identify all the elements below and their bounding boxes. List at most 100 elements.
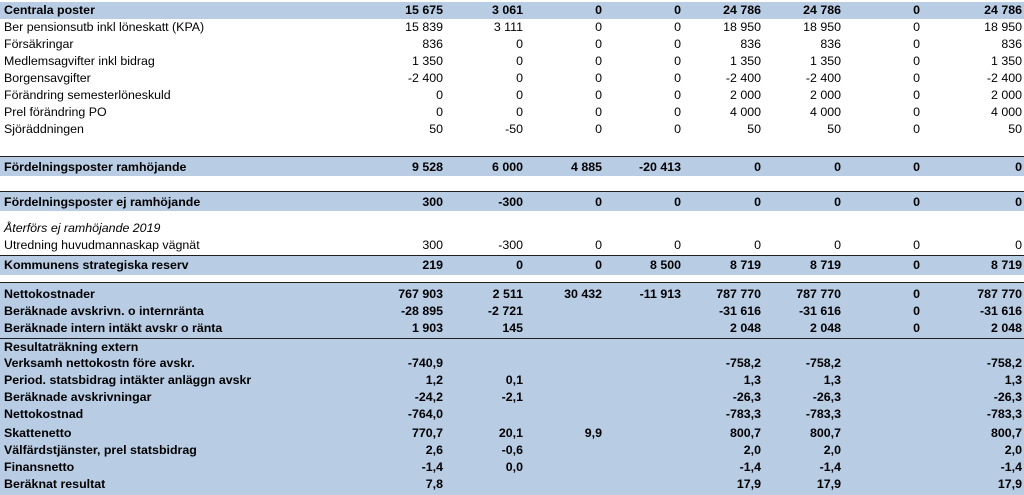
cell: 2 048: [809, 321, 841, 335]
cell: 0: [754, 238, 761, 252]
cell: 0: [595, 20, 602, 34]
row-label: Verksamh nettokostn före avskr.: [4, 356, 195, 370]
cell: 2,0: [823, 443, 841, 457]
cell: 0: [754, 160, 761, 174]
cell: 2 000: [809, 88, 841, 102]
cell: 1 903: [411, 321, 443, 335]
cell: 0: [913, 258, 920, 272]
cell: 0: [913, 20, 920, 34]
cell: 0,1: [505, 373, 523, 387]
cell: -24,2: [414, 390, 443, 404]
cell: 0: [674, 88, 681, 102]
row-label: Period. statsbidrag intäkter anläggn avs…: [4, 373, 252, 387]
row-label: Fördelningsposter ramhöjande: [4, 160, 187, 174]
cell: 0: [595, 258, 602, 272]
cell: -758,2: [725, 356, 761, 370]
cell: 0: [674, 37, 681, 51]
row-label: Beräknat resultat: [4, 477, 106, 491]
cell: 18 950: [984, 20, 1022, 34]
cell: 0: [595, 37, 602, 51]
cell: 20,1: [498, 426, 523, 440]
cell: 836: [422, 37, 443, 51]
table-row: Centrala poster 15 675 3 061 0 0 24 786 …: [0, 2, 1024, 19]
row-label: Sjöräddningen: [4, 122, 84, 136]
cell: 4 000: [990, 105, 1022, 119]
cell: 0: [1015, 238, 1022, 252]
cell: 0: [1015, 160, 1022, 174]
cell: -300: [498, 195, 523, 209]
cell: 300: [422, 238, 443, 252]
cell: 800,7: [729, 426, 761, 440]
cell: 24 786: [803, 3, 841, 17]
cell: -740,9: [407, 356, 443, 370]
cell: 787 770: [716, 287, 761, 301]
table-row: Period. statsbidrag intäkter anläggn avs…: [0, 372, 1024, 389]
cell: -1,4: [421, 460, 443, 474]
row-label: Skattenetto: [4, 426, 72, 440]
cell: 1,3: [1004, 373, 1022, 387]
cell: 0: [674, 122, 681, 136]
cell: 4 000: [809, 105, 841, 119]
cell: -31 616: [718, 304, 761, 318]
cell: 0: [674, 3, 681, 17]
cell: -0,6: [501, 443, 523, 457]
cell: 2 511: [492, 287, 523, 301]
row-label: Medlemsagvifter inkl bidrag: [4, 54, 155, 68]
cell: 18 950: [803, 20, 841, 34]
cell: 0: [516, 105, 523, 119]
cell: 0: [913, 195, 920, 209]
cell: 8 719: [809, 258, 841, 272]
cell: 0: [913, 71, 920, 85]
table-row: Ber pensionsutb inkl löneskatt (KPA) 15 …: [0, 19, 1024, 36]
table-row: Försäkringar 836 0 0 0 836 836 0 836: [0, 36, 1024, 53]
cell: 0: [595, 3, 602, 17]
cell: 145: [502, 321, 523, 335]
cell: -50: [505, 122, 523, 136]
row-label: Fördelningsposter ej ramhöjande: [4, 195, 201, 209]
cell: 24 786: [723, 3, 761, 17]
table-row: Sjöräddningen 50 -50 0 0 50 50 0 50: [0, 121, 1024, 138]
cell: 0: [674, 71, 681, 85]
table-row: Beräknat resultat 7,8 17,9 17,9 17,9: [0, 476, 1024, 493]
table-row: Nettokostnader 767 903 2 511 30 432 -11 …: [0, 286, 1024, 303]
cell: -1,4: [1000, 460, 1022, 474]
cell: -2 400: [986, 71, 1022, 85]
cell: -2 400: [407, 71, 443, 85]
cell: 0: [595, 122, 602, 136]
table-row: Borgensavgifter -2 400 0 0 0 -2 400 -2 4…: [0, 70, 1024, 87]
row-label: Nettokostnader: [4, 287, 95, 301]
row-label: Nettokostnad: [4, 407, 84, 421]
cell: 0: [516, 88, 523, 102]
section-label: Resultaträkning extern: [4, 340, 139, 354]
row-label: Beräknade intern intäkt avskr o ränta: [4, 321, 223, 335]
table-row: Finansnetto -1,4 0,0 -1,4 -1,4 -1,4: [0, 459, 1024, 476]
cell: 1,2: [425, 373, 443, 387]
cell: 0: [595, 105, 602, 119]
cell: 1 350: [990, 54, 1022, 68]
table-row: Beräknade avskrivningar -24,2 -2,1 -26,3…: [0, 389, 1024, 406]
cell: 0: [913, 238, 920, 252]
row-label: Prel förändring PO: [4, 105, 107, 119]
cell: 17,9: [997, 477, 1022, 491]
table-row: Utredning huvudmannaskap vägnät 300 -300…: [0, 237, 1024, 254]
cell: 800,7: [990, 426, 1022, 440]
cell: 0: [516, 71, 523, 85]
cell: 0: [516, 54, 523, 68]
cell: 0: [913, 54, 920, 68]
table-row: Återförs ej ramhöjande 2019: [0, 220, 1024, 237]
cell: 0: [913, 160, 920, 174]
cell: 219: [422, 258, 443, 272]
cell: 0: [913, 122, 920, 136]
cell: -758,2: [805, 356, 841, 370]
cell: -2 721: [487, 304, 523, 318]
cell: 836: [740, 37, 761, 51]
row-label: Kommunens strategiska reserv: [4, 258, 189, 272]
cell: 8 719: [729, 258, 761, 272]
cell: 9 528: [411, 160, 443, 174]
row-label: Borgensavgifter: [4, 71, 91, 85]
cell: 0: [834, 160, 841, 174]
cell: 0: [674, 20, 681, 34]
cell: 767 903: [398, 287, 443, 301]
cell: 0: [436, 88, 443, 102]
